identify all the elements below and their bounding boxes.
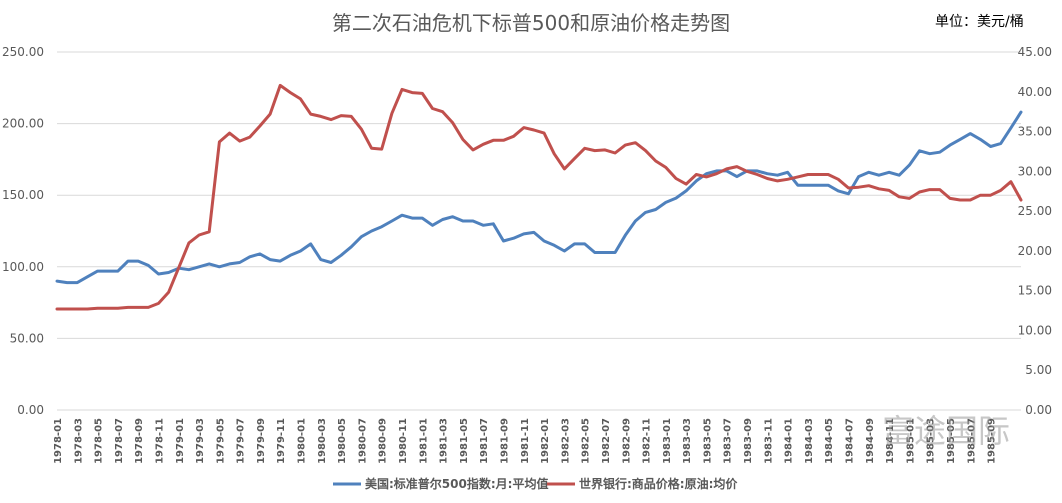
unit-label: 单位：美元/桶: [935, 14, 1024, 30]
x-tick-label: 1978-01: [53, 418, 64, 464]
x-tick-label: 1979-01: [175, 418, 186, 464]
y-right-tick-label: 0.00: [1025, 403, 1052, 417]
x-tick-label: 1979-07: [236, 418, 247, 464]
x-tick-label: 1984-01: [784, 418, 795, 464]
y-left-tick-label: 100.00: [2, 260, 44, 274]
x-tick-label: 1983-05: [702, 418, 713, 464]
x-tick-label: 1985-03: [926, 418, 937, 464]
x-tick-label: 1984-03: [804, 418, 815, 464]
legend-label-crude-oil: 世界银行:商品价格:原油:均价: [579, 476, 738, 491]
x-tick-label: 1980-01: [297, 418, 308, 464]
x-tick-label: 1982-07: [601, 418, 612, 464]
x-tick-label: 1982-05: [581, 418, 592, 464]
y-left-tick-label: 150.00: [2, 188, 44, 202]
y-right-tick-label: 20.00: [1018, 244, 1052, 258]
y-right-tick-label: 15.00: [1018, 284, 1052, 298]
x-tick-label: 1979-11: [276, 418, 287, 464]
y-right-tick-label: 40.00: [1018, 85, 1052, 99]
x-tick-label: 1985-05: [946, 418, 957, 464]
y-right-tick-label: 5.00: [1025, 363, 1052, 377]
x-tick-label: 1978-05: [94, 418, 105, 464]
x-tick-label: 1980-05: [337, 418, 348, 464]
y-left-tick-label: 0.00: [17, 403, 44, 417]
x-tick-label: 1980-11: [398, 418, 409, 464]
x-tick-label: 1983-07: [723, 418, 734, 464]
series-line-crude-oil: [55, 83, 1023, 311]
series-lines: [55, 83, 1023, 311]
x-tick-label: 1981-11: [520, 418, 531, 464]
y-left-tick-label: 200.00: [2, 117, 44, 131]
y-right-tick-label: 45.00: [1018, 45, 1052, 59]
y-left-tick-label: 50.00: [10, 331, 44, 345]
x-tick-label: 1984-07: [844, 418, 855, 464]
y-right-tick-label: 10.00: [1018, 323, 1052, 337]
y-right-tick-label: 30.00: [1018, 164, 1052, 178]
x-tick-label: 1979-09: [256, 418, 267, 464]
x-tick-label: 1985-07: [966, 418, 977, 464]
x-tick-label: 1983-01: [662, 418, 673, 464]
x-tick-label: 1979-05: [215, 418, 226, 464]
x-tick-label: 1983-09: [743, 418, 754, 464]
series-line-sp500: [55, 110, 1023, 285]
x-tick-label: 1981-01: [418, 418, 429, 464]
x-tick-label: 1981-03: [439, 418, 450, 464]
x-tick-label: 1984-11: [885, 418, 896, 464]
x-tick-label: 1983-11: [763, 418, 774, 464]
x-tick-label: 1984-05: [824, 418, 835, 464]
x-tick-label: 1980-07: [357, 418, 368, 464]
x-tick-label: 1983-03: [682, 418, 693, 464]
x-tick-label: 1978-03: [73, 418, 84, 464]
x-tick-label: 1981-05: [459, 418, 470, 464]
x-tick-label: 1980-03: [317, 418, 328, 464]
chart-title: 第二次石油危机下标普500和原油价格走势图: [332, 11, 730, 35]
watermark: 富途国际: [882, 412, 1010, 450]
x-tick-label: 1980-09: [378, 418, 389, 464]
y-right-tick-label: 25.00: [1018, 204, 1052, 218]
y-right-tick-label: 35.00: [1018, 125, 1052, 139]
gridlines: [57, 51, 1021, 411]
x-tick-label: 1981-09: [499, 418, 510, 464]
x-tick-label: 1982-09: [621, 418, 632, 464]
x-tick-label: 1984-09: [865, 418, 876, 464]
left-y-axis: 0.00 50.00 100.00 150.00 200.00 250.00: [2, 45, 44, 417]
y-left-tick-label: 250.00: [2, 45, 44, 59]
x-tick-label: 1979-03: [195, 418, 206, 464]
x-tick-label: 1985-09: [987, 418, 998, 464]
legend-label-sp500: 美国:标准普尔500指数:月:平均值: [365, 476, 548, 491]
x-tick-label: 1982-11: [642, 418, 653, 464]
x-tick-label: 1978-09: [134, 418, 145, 464]
x-tick-label: 1985-01: [905, 418, 916, 464]
right-y-axis: 0.00 5.00 10.00 15.00 20.00 25.00 30.00 35.00 40…: [1018, 45, 1052, 417]
x-axis: 1978-01 1978-03 1978-05 1978-07 1978-09 1978-…: [53, 418, 998, 464]
x-tick-label: 1981-07: [479, 418, 490, 464]
x-tick-label: 1982-01: [540, 418, 551, 464]
x-tick-label: 1982-03: [560, 418, 571, 464]
x-tick-label: 1978-11: [154, 418, 165, 464]
x-tick-label: 1978-07: [114, 418, 125, 464]
legend: 美国:标准普尔500指数:月:平均值 世界银行:商品价格:原油:均价: [333, 476, 738, 491]
